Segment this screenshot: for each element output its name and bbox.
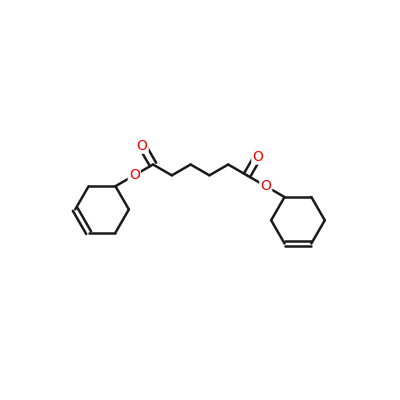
Text: O: O: [252, 150, 263, 164]
Text: O: O: [260, 179, 271, 193]
Text: O: O: [137, 139, 148, 153]
Text: O: O: [129, 168, 140, 182]
